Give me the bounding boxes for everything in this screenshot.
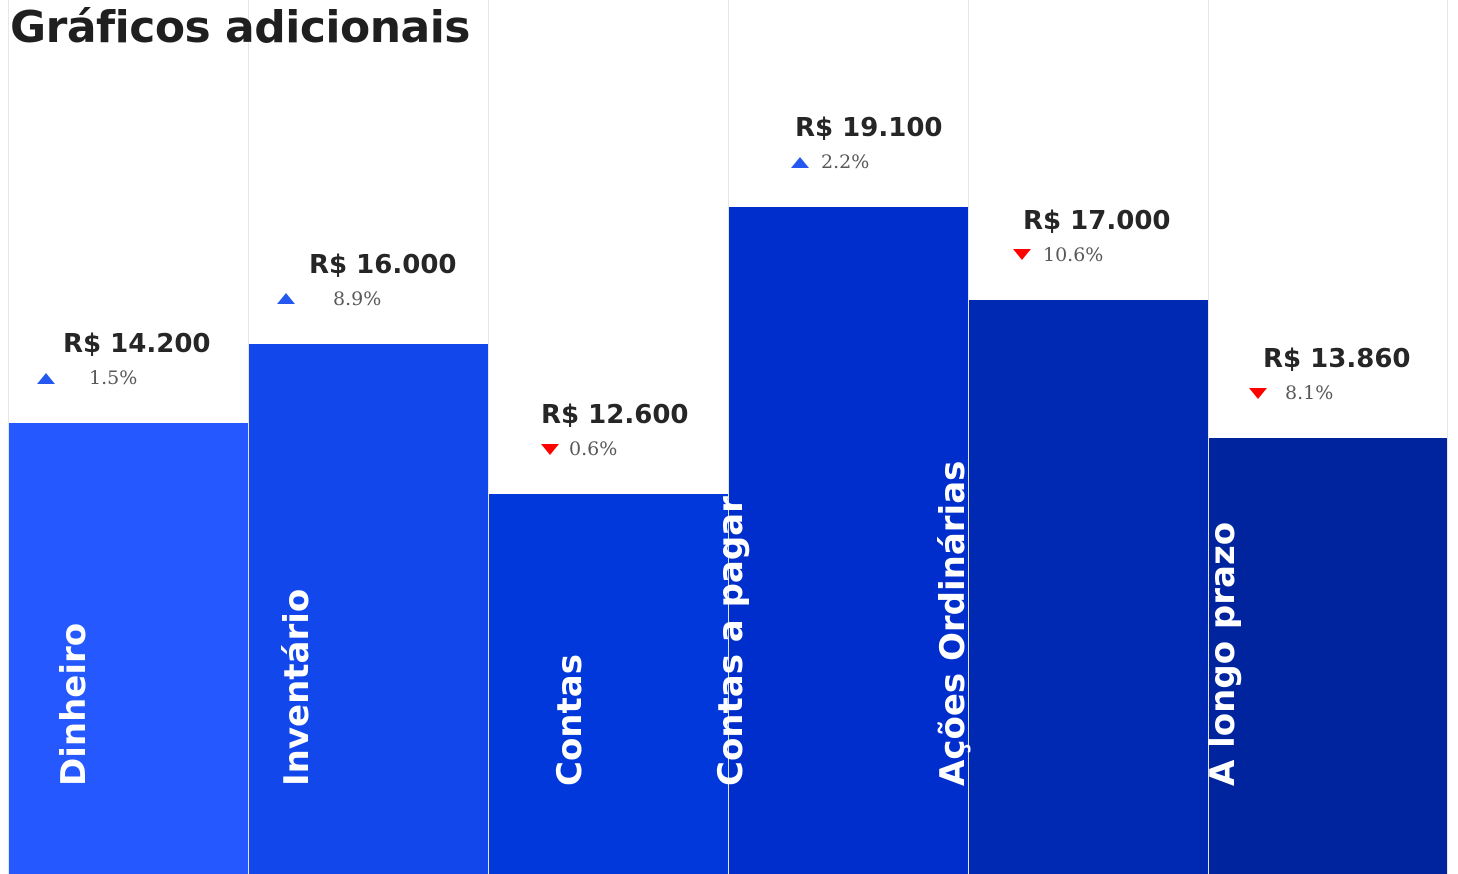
change-indicator: 1.5% (37, 367, 137, 389)
change-percent: 0.6% (569, 438, 618, 460)
value-label: R$ 12.600 (541, 400, 689, 430)
change-percent: 8.1% (1285, 382, 1334, 405)
change-percent: 1.5% (89, 367, 138, 390)
value-label: R$ 19.100 (795, 113, 943, 143)
change-indicator: 8.1% (1249, 382, 1333, 404)
triangle-down-icon (1249, 387, 1267, 399)
bar (729, 207, 968, 874)
bar (969, 299, 1208, 874)
triangle-up-icon (277, 293, 295, 305)
change-percent: 10.6% (1043, 243, 1104, 266)
change-percent: 8.9% (333, 287, 382, 310)
value-label: R$ 13.860 (1263, 344, 1411, 375)
triangle-up-icon (791, 156, 809, 168)
bar (1209, 438, 1447, 874)
triangle-up-icon (37, 372, 55, 384)
bar (9, 423, 248, 874)
page-title: Gráficos adicionais (10, 2, 471, 53)
value-label: R$ 14.200 (63, 329, 211, 360)
bar (249, 343, 488, 874)
change-indicator: 8.9% (277, 288, 381, 310)
change-indicator: 10.6% (1013, 244, 1103, 266)
change-indicator: 0.6% (541, 438, 617, 460)
value-label: R$ 17.000 (1023, 205, 1171, 236)
change-percent: 2.2% (821, 151, 870, 173)
triangle-down-icon (541, 443, 559, 455)
change-indicator: 2.2% (791, 151, 869, 173)
triangle-down-icon (1013, 249, 1031, 261)
bar (489, 494, 728, 874)
value-label: R$ 16.000 (309, 249, 457, 280)
